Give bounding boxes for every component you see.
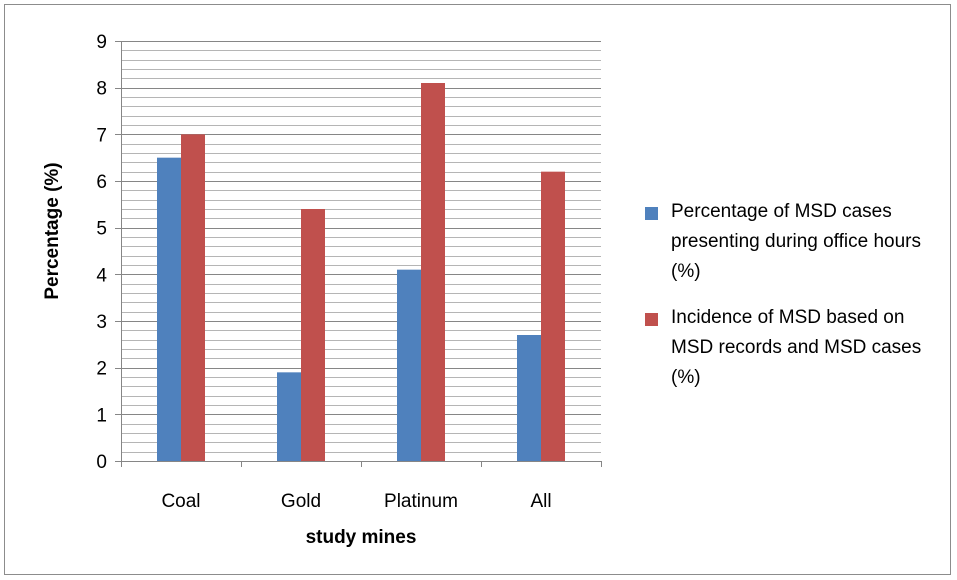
legend-item-series-1: Percentage of MSD cases presenting durin… (645, 197, 945, 287)
legend-item-series-2: Incidence of MSD based on MSD records an… (645, 303, 945, 393)
legend-swatch-series-2 (645, 313, 658, 326)
y-tick-label: 0 (96, 452, 107, 473)
y-tick-label: 3 (96, 312, 107, 333)
y-axis-ticks: 0 1 2 3 4 5 6 7 8 9 (96, 32, 121, 473)
bar-all-series-1 (517, 335, 541, 461)
y-tick-label: 4 (96, 265, 107, 286)
y-axis-title: Percentage (%) (42, 162, 63, 299)
bar-coal-series-2 (181, 134, 205, 462)
x-tick-label-gold: Gold (281, 491, 321, 512)
bar-chart: 0 1 2 3 4 5 6 7 8 9 Coal Gold Platinum All Percentag… (42, 32, 602, 548)
y-tick-label: 7 (96, 125, 107, 146)
legend: Percentage of MSD cases presenting durin… (645, 197, 945, 409)
y-tick-label: 9 (96, 32, 107, 53)
bar-gold-series-1 (277, 372, 301, 461)
y-tick-label: 1 (96, 405, 107, 426)
y-tick-label: 2 (96, 359, 107, 380)
chart-frame: 0 1 2 3 4 5 6 7 8 9 Coal Gold Platinum All Percentag… (4, 4, 951, 575)
legend-label-series-2: Incidence of MSD based on MSD records an… (671, 307, 922, 388)
x-tick-label-coal: Coal (161, 491, 200, 512)
y-tick-label: 6 (96, 172, 107, 193)
bar-platinum-series-1 (397, 269, 421, 461)
legend-swatch-series-1 (645, 207, 658, 220)
bars (157, 83, 565, 462)
bar-gold-series-2 (301, 209, 325, 461)
bar-all-series-2 (541, 171, 565, 461)
bar-coal-series-1 (157, 157, 181, 461)
x-axis-ticks: Coal Gold Platinum All (121, 461, 602, 512)
x-tick-label-all: All (530, 491, 551, 512)
bar-platinum-series-2 (421, 83, 445, 461)
x-axis-title: study mines (306, 527, 417, 548)
y-tick-label: 5 (96, 219, 107, 240)
x-tick-label-platinum: Platinum (384, 491, 458, 512)
legend-label-series-1: Percentage of MSD cases presenting durin… (671, 201, 921, 282)
y-tick-label: 8 (96, 79, 107, 100)
